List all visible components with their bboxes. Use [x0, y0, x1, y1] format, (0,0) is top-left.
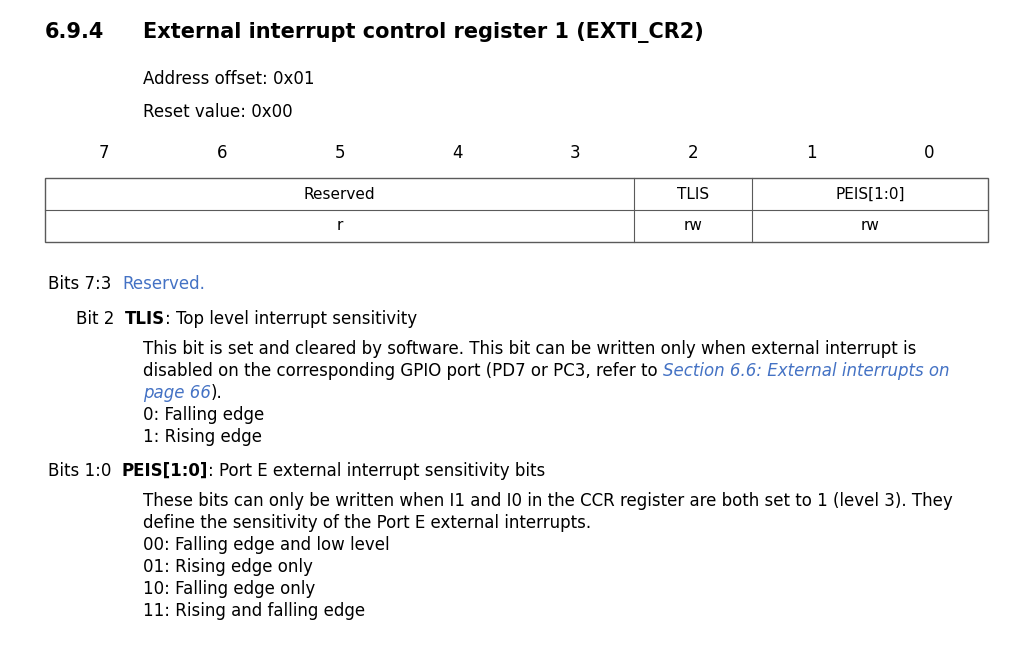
Text: 2: 2 [688, 144, 698, 162]
Text: 01: Rising edge only: 01: Rising edge only [143, 558, 313, 576]
Text: 3: 3 [570, 144, 581, 162]
Text: Reset value: 0x00: Reset value: 0x00 [143, 103, 293, 121]
Text: 00: Falling edge and low level: 00: Falling edge and low level [143, 536, 389, 554]
Text: define the sensitivity of the Port E external interrupts.: define the sensitivity of the Port E ext… [143, 514, 591, 532]
Text: Address offset: 0x01: Address offset: 0x01 [143, 70, 314, 88]
Text: ).: ). [211, 384, 223, 402]
Text: 6.9.4: 6.9.4 [45, 22, 104, 42]
Text: r: r [337, 218, 343, 234]
Text: TLIS: TLIS [125, 310, 165, 328]
Text: This bit is set and cleared by software. This bit can be written only when exter: This bit is set and cleared by software.… [143, 340, 916, 358]
Text: rw: rw [861, 218, 880, 234]
Text: page 66: page 66 [143, 384, 211, 402]
Text: 1: 1 [806, 144, 816, 162]
Text: 7: 7 [98, 144, 110, 162]
Text: 1: Rising edge: 1: Rising edge [143, 428, 262, 446]
Text: : Port E external interrupt sensitivity bits: : Port E external interrupt sensitivity … [208, 462, 546, 480]
Text: : Top level interrupt sensitivity: : Top level interrupt sensitivity [165, 310, 417, 328]
Text: 0: Falling edge: 0: Falling edge [143, 406, 264, 424]
Text: 4: 4 [453, 144, 463, 162]
Text: 10: Falling edge only: 10: Falling edge only [143, 580, 315, 598]
Text: Reserved.: Reserved. [122, 275, 205, 293]
Text: rw: rw [684, 218, 702, 234]
Text: External interrupt control register 1 (EXTI_CR2): External interrupt control register 1 (E… [143, 22, 703, 43]
Text: 0: 0 [924, 144, 934, 162]
Text: Section 6.6: External interrupts on: Section 6.6: External interrupts on [663, 362, 949, 380]
Text: These bits can only be written when I1 and I0 in the CCR register are both set t: These bits can only be written when I1 a… [143, 492, 952, 510]
Text: 11: Rising and falling edge: 11: Rising and falling edge [143, 602, 366, 620]
Text: 6: 6 [216, 144, 227, 162]
Text: Bits 7:3: Bits 7:3 [48, 275, 122, 293]
Text: 5: 5 [335, 144, 345, 162]
Text: Reserved: Reserved [304, 187, 376, 201]
Text: Bit 2: Bit 2 [76, 310, 125, 328]
Text: PEIS[1:0]: PEIS[1:0] [122, 462, 208, 480]
Bar [45, 178, 988, 242]
Text: TLIS: TLIS [677, 187, 710, 201]
Text: PEIS[1:0]: PEIS[1:0] [836, 187, 905, 201]
Text: Bits 1:0: Bits 1:0 [48, 462, 122, 480]
Text: disabled on the corresponding GPIO port (PD7 or PC3, refer to: disabled on the corresponding GPIO port … [143, 362, 663, 380]
